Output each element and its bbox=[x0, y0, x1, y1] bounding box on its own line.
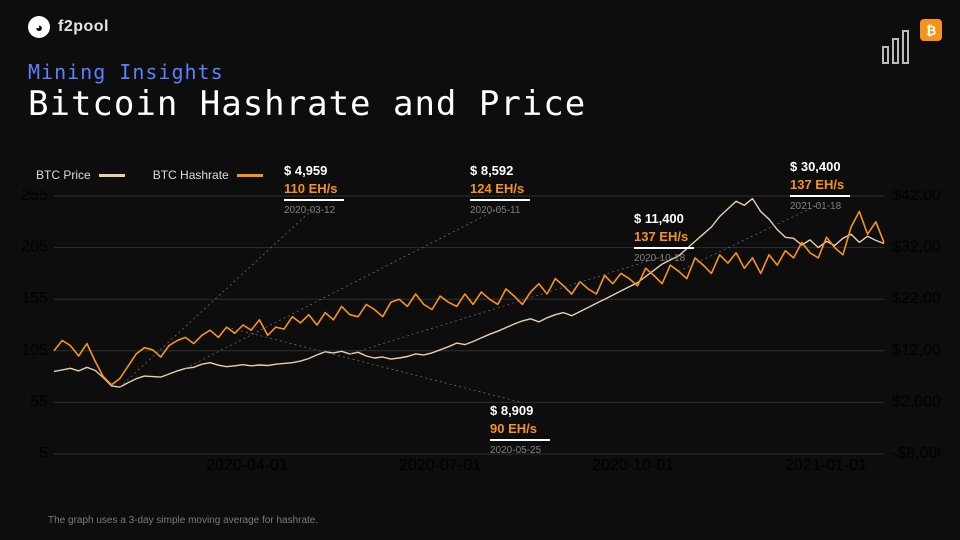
legend-hashrate: BTC Hashrate bbox=[153, 168, 263, 182]
callout: $ 11,400137 EH/s 2020-10-18 bbox=[634, 210, 694, 266]
svg-text:$22,000: $22,000 bbox=[892, 290, 940, 307]
callout-hashrate: 90 EH/s bbox=[490, 420, 550, 438]
svg-text:2020-07-01: 2020-07-01 bbox=[399, 457, 481, 474]
callout-date: 2020-05-25 bbox=[490, 444, 550, 458]
legend: BTC Price BTC Hashrate bbox=[36, 168, 263, 182]
svg-text:2021-01-01: 2021-01-01 bbox=[785, 457, 867, 474]
footnote: The graph uses a 3-day simple moving ave… bbox=[48, 515, 318, 526]
legend-price: BTC Price bbox=[36, 168, 125, 182]
legend-hashrate-label: BTC Hashrate bbox=[153, 168, 229, 182]
svg-text:$42,000: $42,000 bbox=[892, 190, 940, 204]
bars-icon bbox=[882, 30, 912, 69]
chart: 555105155205255-$8,000$2,000$12,000$22,0… bbox=[20, 190, 940, 480]
logo: ◕ f2pool bbox=[28, 16, 109, 38]
legend-price-label: BTC Price bbox=[36, 168, 91, 182]
svg-text:55: 55 bbox=[30, 393, 48, 410]
svg-text:155: 155 bbox=[21, 290, 48, 307]
callout-underline bbox=[490, 439, 550, 441]
callout-date: 2020-05-11 bbox=[470, 204, 530, 218]
callout-hashrate: 137 EH/s bbox=[634, 228, 694, 246]
callout: $ 8,90990 EH/s 2020-05-25 bbox=[490, 402, 550, 458]
svg-text:2020-10-01: 2020-10-01 bbox=[592, 457, 674, 474]
callout-price: $ 8,592 bbox=[470, 162, 530, 180]
callout-date: 2020-03-12 bbox=[284, 204, 344, 218]
kicker: Mining Insights bbox=[28, 60, 224, 84]
callout: $ 30,400137 EH/s 2021-01-18 bbox=[790, 158, 850, 214]
svg-text:-$8,000: -$8,000 bbox=[892, 445, 940, 462]
callout-underline bbox=[634, 247, 694, 249]
callout-underline bbox=[790, 195, 850, 197]
callout-date: 2021-01-18 bbox=[790, 200, 850, 214]
svg-text:$32,000: $32,000 bbox=[892, 239, 940, 256]
logo-text: f2pool bbox=[58, 18, 109, 36]
callout-hashrate: 110 EH/s bbox=[284, 180, 344, 198]
legend-hashrate-swatch bbox=[237, 174, 263, 177]
svg-text:205: 205 bbox=[21, 239, 48, 256]
callout-price: $ 8,909 bbox=[490, 402, 550, 420]
callout: $ 4,959110 EH/s 2020-03-12 bbox=[284, 162, 344, 218]
callout-underline bbox=[284, 199, 344, 201]
svg-text:105: 105 bbox=[21, 342, 48, 359]
callout-hashrate: 137 EH/s bbox=[790, 176, 850, 194]
callout-hashrate: 124 EH/s bbox=[470, 180, 530, 198]
svg-text:255: 255 bbox=[21, 190, 48, 204]
callout-price: $ 11,400 bbox=[634, 210, 694, 228]
callout-price: $ 30,400 bbox=[790, 158, 850, 176]
page-title: Bitcoin Hashrate and Price bbox=[28, 84, 586, 124]
legend-price-swatch bbox=[99, 174, 125, 177]
svg-text:$2,000: $2,000 bbox=[892, 393, 940, 410]
corner-graphic: ₿ bbox=[882, 30, 938, 69]
callout: $ 8,592124 EH/s 2020-05-11 bbox=[470, 162, 530, 218]
btc-badge-icon: ₿ bbox=[920, 19, 942, 41]
callout-date: 2020-10-18 bbox=[634, 252, 694, 266]
svg-text:2020-04-01: 2020-04-01 bbox=[206, 457, 288, 474]
svg-text:5: 5 bbox=[39, 445, 48, 462]
logo-mark: ◕ bbox=[28, 16, 50, 38]
svg-text:$12,000: $12,000 bbox=[892, 342, 940, 359]
callout-underline bbox=[470, 199, 530, 201]
callout-price: $ 4,959 bbox=[284, 162, 344, 180]
